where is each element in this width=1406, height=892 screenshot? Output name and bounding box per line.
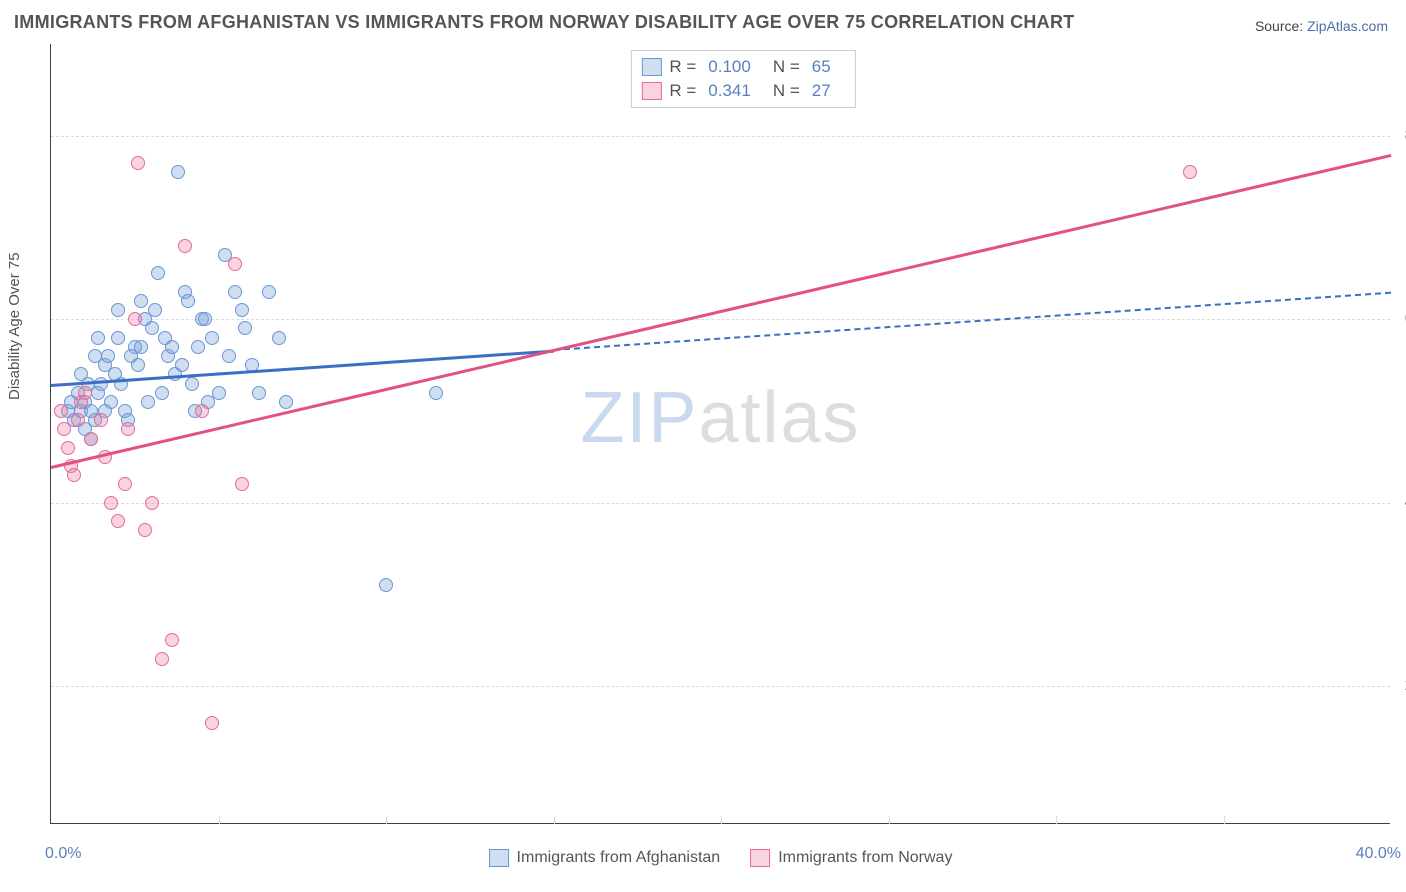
legend-n-label: N = <box>773 81 800 101</box>
gridline-v <box>386 816 387 824</box>
gridline-h <box>51 503 1390 504</box>
scatter-point <box>238 321 252 335</box>
scatter-point <box>228 257 242 271</box>
scatter-point <box>104 496 118 510</box>
legend-bottom: Immigrants from Afghanistan Immigrants fr… <box>489 849 953 867</box>
scatter-point <box>272 331 286 345</box>
scatter-point <box>262 285 276 299</box>
legend-bottom-item: Immigrants from Norway <box>750 849 952 867</box>
scatter-point <box>155 386 169 400</box>
scatter-point <box>279 395 293 409</box>
gridline-v <box>219 816 220 824</box>
scatter-point <box>111 331 125 345</box>
x-tick-label: 0.0% <box>45 845 81 863</box>
scatter-point <box>178 239 192 253</box>
legend-swatch <box>750 849 770 867</box>
scatter-point <box>111 303 125 317</box>
scatter-point <box>235 477 249 491</box>
scatter-point <box>128 312 142 326</box>
scatter-point <box>185 377 199 391</box>
scatter-point <box>228 285 242 299</box>
legend-series-label: Immigrants from Afghanistan <box>517 849 721 867</box>
legend-r-value: 0.100 <box>708 57 751 77</box>
scatter-point <box>111 514 125 528</box>
scatter-point <box>198 312 212 326</box>
watermark-atlas: atlas <box>698 378 860 458</box>
trend-line <box>51 154 1392 469</box>
scatter-point <box>121 422 135 436</box>
scatter-point <box>57 422 71 436</box>
scatter-point <box>151 266 165 280</box>
legend-r-value: 0.341 <box>708 81 751 101</box>
scatter-point <box>134 340 148 354</box>
scatter-point <box>88 349 102 363</box>
scatter-point <box>71 413 85 427</box>
legend-swatch <box>641 58 661 76</box>
legend-swatch <box>489 849 509 867</box>
scatter-point <box>205 716 219 730</box>
scatter-point <box>379 578 393 592</box>
legend-top-row: R = 0.341 N = 27 <box>641 79 844 103</box>
scatter-point <box>235 303 249 317</box>
gridline-v <box>889 816 890 824</box>
source-prefix: Source: <box>1255 18 1307 34</box>
x-tick-label: 40.0% <box>1341 845 1401 863</box>
legend-n-value: 65 <box>812 57 831 77</box>
scatter-point <box>191 340 205 354</box>
legend-bottom-item: Immigrants from Afghanistan <box>489 849 721 867</box>
gridline-h <box>51 136 1390 137</box>
scatter-point <box>1183 165 1197 179</box>
scatter-point <box>141 395 155 409</box>
gridline-v <box>721 816 722 824</box>
legend-n-label: N = <box>773 57 800 77</box>
gridline-v <box>1224 816 1225 824</box>
source-link[interactable]: ZipAtlas.com <box>1307 18 1388 34</box>
gridline-h <box>51 686 1390 687</box>
plot-area: ZIPatlas R =0.100N =65R =0.341N =27 Immi… <box>50 44 1390 824</box>
legend-top-row: R = 0.100 N = 65 <box>641 55 844 79</box>
scatter-point <box>171 165 185 179</box>
legend-r-label: R = <box>669 57 696 77</box>
scatter-point <box>101 349 115 363</box>
scatter-point <box>118 477 132 491</box>
chart-title: IMMIGRANTS FROM AFGHANISTAN VS IMMIGRANT… <box>14 12 1075 33</box>
scatter-point <box>195 404 209 418</box>
legend-n-value: 27 <box>812 81 831 101</box>
gridline-h <box>51 319 1390 320</box>
scatter-point <box>131 156 145 170</box>
scatter-point <box>94 413 108 427</box>
gridline-v <box>1056 816 1057 824</box>
source-attribution: Source: ZipAtlas.com <box>1255 18 1388 34</box>
gridline-v <box>554 816 555 824</box>
legend-swatch <box>641 82 661 100</box>
scatter-point <box>165 633 179 647</box>
scatter-point <box>84 432 98 446</box>
scatter-point <box>165 340 179 354</box>
scatter-point <box>78 386 92 400</box>
legend-r-label: R = <box>669 81 696 101</box>
scatter-point <box>181 294 195 308</box>
scatter-point <box>429 386 443 400</box>
watermark: ZIPatlas <box>580 377 860 459</box>
scatter-point <box>54 404 68 418</box>
scatter-point <box>91 331 105 345</box>
scatter-point <box>252 386 266 400</box>
y-axis-label: Disability Age Over 75 <box>6 252 23 400</box>
scatter-point <box>145 496 159 510</box>
scatter-point <box>155 652 169 666</box>
scatter-point <box>74 367 88 381</box>
scatter-point <box>134 294 148 308</box>
watermark-zip: ZIP <box>580 378 698 458</box>
scatter-point <box>175 358 189 372</box>
scatter-point <box>67 468 81 482</box>
scatter-point <box>138 523 152 537</box>
scatter-point <box>61 441 75 455</box>
legend-top: R = 0.100 N = 65 R = 0.341 N = 27 <box>630 50 855 108</box>
legend-series-label: Immigrants from Norway <box>778 849 952 867</box>
scatter-point <box>205 331 219 345</box>
scatter-point <box>222 349 236 363</box>
